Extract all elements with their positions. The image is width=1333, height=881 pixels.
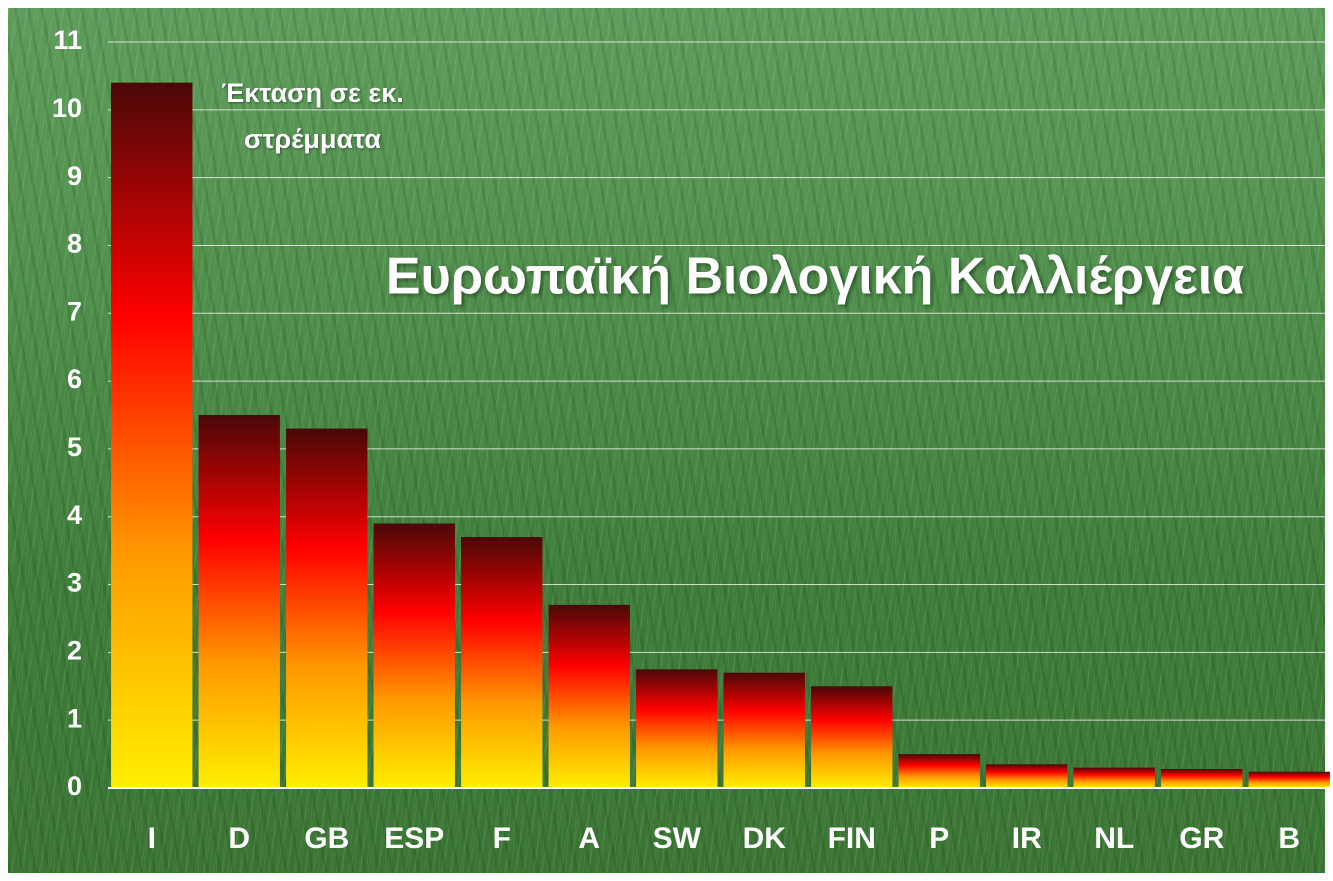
bar: [811, 686, 893, 788]
x-tick-label: B: [1278, 822, 1300, 855]
bar: [373, 523, 455, 788]
x-tick-label: SW: [653, 822, 702, 855]
x-tick-label: NL: [1094, 822, 1134, 855]
y-tick-label: 1: [67, 703, 82, 733]
x-tick-label: IR: [1012, 822, 1042, 855]
x-tick-label: A: [578, 822, 600, 855]
y-tick-label: 10: [52, 93, 82, 123]
bar: [1073, 767, 1155, 788]
x-tick-label: ESP: [384, 822, 444, 855]
bar: [286, 428, 368, 788]
bar: [636, 669, 718, 788]
y-tick-label: 3: [67, 568, 82, 598]
y-tick-label: 8: [67, 229, 82, 259]
bar: [548, 604, 630, 788]
y-tick-label: 9: [67, 161, 82, 191]
bar: [111, 82, 193, 788]
x-tick-label: GB: [304, 822, 349, 855]
y-axis-label: Έκταση σε εκ. στρέμματα: [221, 78, 404, 154]
x-tick-label: F: [493, 822, 511, 855]
x-tick-label: DK: [743, 822, 787, 855]
x-tick-label: FIN: [828, 822, 876, 855]
y-tick-label: 6: [67, 364, 82, 394]
y-tick-label: 11: [53, 25, 82, 55]
y-tick-label: 5: [67, 432, 82, 462]
bar: [198, 415, 280, 788]
y-tick-label: 4: [67, 500, 82, 530]
bar: [1248, 771, 1330, 788]
chart-title: Ευρωπαϊκή Βιολογική Καλλιέργεια: [386, 248, 1244, 306]
x-tick-label: P: [929, 822, 949, 855]
bar: [461, 537, 543, 788]
x-tick-label: D: [228, 822, 250, 855]
y-tick-label: 7: [67, 296, 82, 326]
x-tick-label: I: [148, 822, 156, 855]
bar: [723, 672, 805, 788]
bar: [898, 754, 980, 788]
bar: [986, 764, 1068, 788]
bar: [1161, 769, 1243, 788]
y-tick-label: 0: [67, 771, 82, 801]
x-tick-label: GR: [1179, 822, 1224, 855]
y-tick-label: 2: [67, 635, 82, 665]
